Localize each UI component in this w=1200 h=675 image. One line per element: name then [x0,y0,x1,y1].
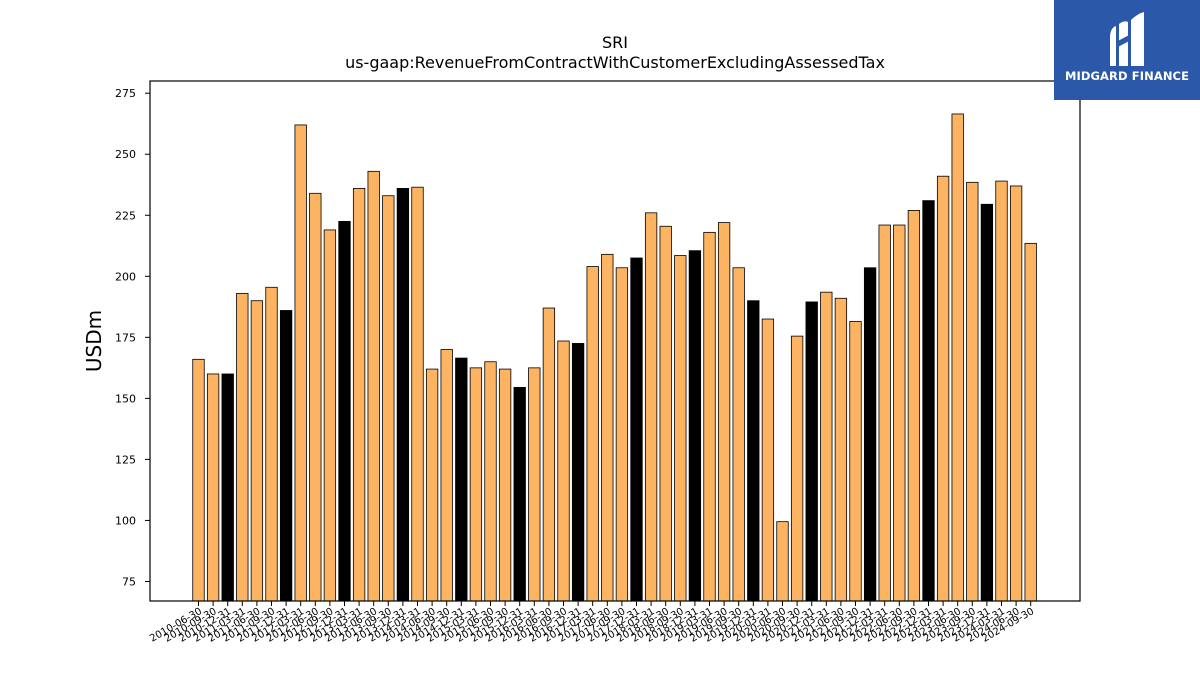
bar-2014-09-30 [440,349,453,602]
bar-2016-09-30 [557,340,570,602]
bar-2017-12-31 [630,257,643,602]
bar-2013-09-30 [382,195,395,602]
y-tick-label: 75 [122,575,136,588]
y-tick-label: 175 [115,331,136,344]
bar-2010-12-31 [221,373,234,602]
bar-2022-06-30 [893,224,906,602]
bar-2012-06-30 [309,192,322,602]
bar-2020-03-31 [761,318,775,602]
bar-2020-06-30 [776,521,789,602]
chart-subtitle: us-gaap:RevenueFromContractWithCustomerE… [345,53,885,72]
bar-2012-03-31 [294,124,307,602]
bar-2023-03-31 [936,175,950,602]
bar-2019-03-31 [703,231,716,602]
bar-2019-09-30 [732,267,745,602]
midgard-logo-icon [1110,12,1144,66]
bar-2013-03-31 [352,188,366,602]
bar-2017-06-30 [601,253,614,602]
bar-2021-06-30 [834,297,848,602]
bars-group [192,113,1037,602]
y-tick-label: 275 [115,87,136,100]
bar-2019-06-30 [717,222,731,602]
bar-2016-03-31 [528,367,541,602]
y-axis-ticks: 75 100 125 150 175 200 225 250 275 [115,87,150,588]
bar-2010-09-30 [206,373,220,602]
bar-2021-03-31 [820,291,833,602]
bar-2022-03-31 [878,224,891,602]
y-tick-label: 225 [115,209,136,222]
bar-2012-12-31 [338,220,351,602]
bar-2013-12-31 [396,188,410,602]
bar-2015-03-31 [469,367,483,602]
y-tick-label: 150 [115,392,136,405]
y-axis-label: USDm [82,310,106,372]
bar-2011-09-30 [265,286,278,602]
bar-2022-09-30 [907,209,921,602]
bar-2019-12-31 [747,300,760,602]
bar-2014-12-31 [455,357,468,602]
bar-2018-12-31 [688,250,702,602]
bar-2011-03-31 [236,292,249,602]
bar-2015-09-30 [498,368,512,602]
bar-2024-03-31 [995,180,1008,602]
bar-2023-12-31 [980,203,994,602]
x-axis-ticks: 2010-06-302010-09-302010-12-312011-03-31… [148,601,1036,645]
bar-2010-06-30 [192,358,205,602]
bar-2015-12-31 [513,386,526,602]
bar-2024-09-30 [1024,242,1037,602]
bar-2016-12-31 [571,343,585,602]
bar-2023-06-30 [951,113,964,602]
bar-2020-09-30 [790,335,804,602]
bar-2011-06-30 [250,300,264,602]
bar-2017-03-31 [586,266,599,602]
bar-2021-12-31 [863,267,877,602]
bar-2018-03-31 [644,212,658,602]
bar-2021-09-30 [849,321,862,602]
brand-name: MIDGARD FINANCE [1064,69,1190,83]
bar-2018-09-30 [674,255,687,602]
bar-2014-06-30 [425,368,439,602]
y-tick-label: 100 [115,514,136,527]
brand-logo: MIDGARD FINANCE [1054,0,1200,100]
bar-2022-12-31 [922,200,935,602]
plot-frame [149,80,1081,602]
bar-2016-06-30 [542,307,556,602]
y-tick-label: 125 [115,453,136,466]
bar-2015-06-30 [484,361,497,602]
y-tick-label: 250 [115,148,136,161]
bar-2024-06-30 [1009,185,1023,602]
bar-2014-03-31 [411,186,424,602]
bar-2013-06-30 [367,170,380,602]
bar-2018-06-30 [659,225,672,602]
bar-2023-09-30 [966,181,979,602]
bar-2020-12-31 [805,301,818,602]
y-tick-label: 200 [115,270,136,283]
chart-title: SRI [602,33,628,52]
bar-2011-12-31 [279,310,293,602]
bar-2017-09-30 [615,267,629,602]
bar-2012-09-30 [323,229,337,602]
